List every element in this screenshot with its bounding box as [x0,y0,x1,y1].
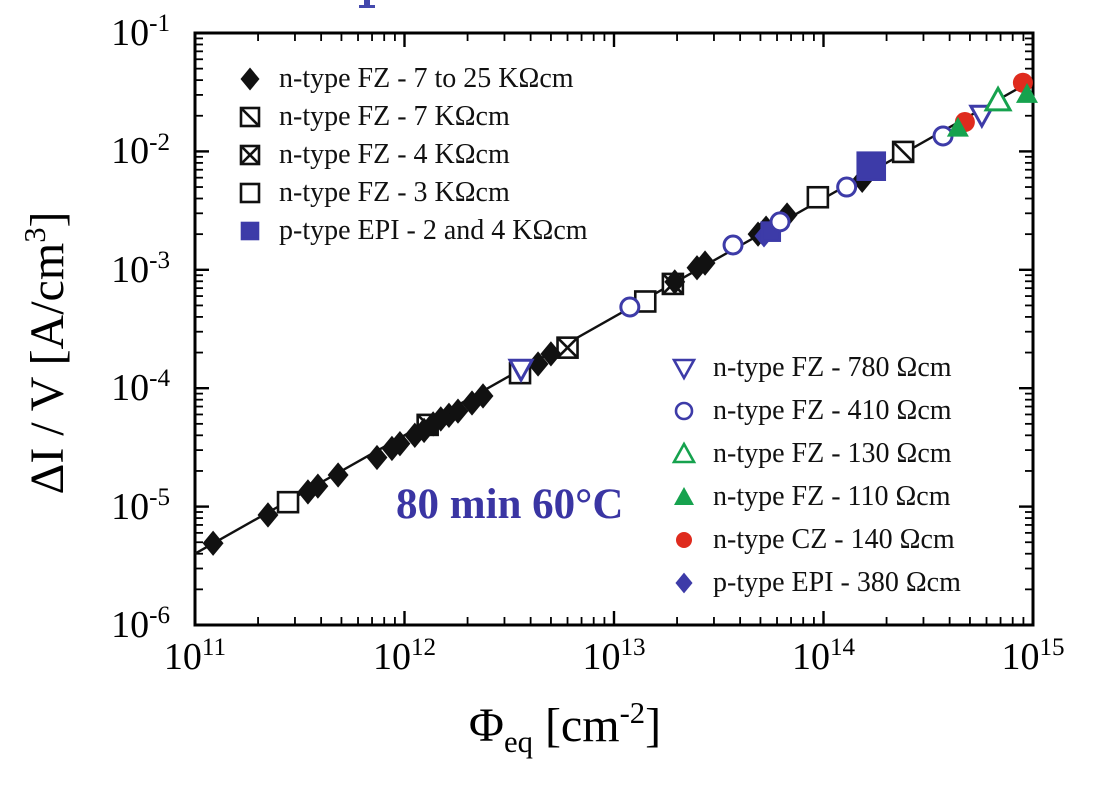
legend-row: n-type FZ - 7 KΩcm [236,98,588,136]
clipped-title-fragment [358,0,376,8]
series-n-type-fz-4-k-cm [556,272,685,359]
legend-row: p-type EPI - 2 and 4 KΩcm [236,212,588,250]
legend-row: n-type FZ - 780 Ωcm [670,346,961,389]
legend-row: n-type FZ - 3 KΩcm [236,174,588,212]
legend-top: n-type FZ - 7 to 25 KΩcm n-type FZ - 7 KΩ… [236,60,588,250]
open-up-triangle-icon [671,440,697,463]
open-down-triangle-icon [671,358,697,381]
legend-label: n-type CZ - 140 Ωcm [713,523,955,555]
open-square-icon [239,182,261,204]
legend-label: p-type EPI - 380 Ωcm [713,566,961,598]
legend-bottom: n-type FZ - 780 Ωcm n-type FZ - 410 Ωcm n-… [670,346,961,604]
square-diagonal-icon [239,106,261,128]
filled-square-icon [240,221,260,241]
x-axis-title-unit: [cm [532,699,620,752]
clipped-title-stem [364,0,370,6]
legend-row: n-type FZ - 410 Ωcm [670,389,961,432]
y-axis-title-text: ΔI / V [A/cm [21,242,74,495]
legend-row: n-type FZ - 4 KΩcm [236,136,588,174]
phi-symbol: Φ [468,699,504,752]
legend-label: n-type FZ - 7 to 25 KΩcm [279,63,574,94]
filled-diamond-icon [240,67,260,91]
legend-label: p-type EPI - 2 and 4 KΩcm [279,215,588,246]
y-tick-label-1e-1: 10-1 [111,10,170,54]
y-tick-label-1e-6: 10-6 [111,602,170,646]
x-axis-title: Φeq [cm-2] [365,695,765,759]
legend-row: n-type FZ - 7 to 25 KΩcm [236,60,588,98]
filled-circle-icon [676,531,692,548]
x-axis-title-bracket: ] [645,699,662,752]
filled-diamond-icon [675,572,693,593]
x-tick-label-1e11: 1011 [163,634,227,678]
x-tick-label-1e12: 1012 [372,634,437,678]
clipped-title-serif [359,5,375,8]
x-axis-title-subscript: eq [503,724,533,759]
legend-label: n-type FZ - 780 Ωcm [713,351,952,383]
y-tick-label-1e-2: 10-2 [111,128,170,173]
x-tick-label-1e14: 1014 [791,634,856,678]
legend-label: n-type FZ - 4 KΩcm [279,139,510,170]
legend-label: n-type FZ - 3 KΩcm [279,177,510,208]
series-n-type-fz-130-cm [983,85,1013,112]
x-tick-label-1e13: 1013 [582,634,646,678]
y-axis-title: ΔI / V [A/cm3] [17,53,79,653]
annealing-annotation: 80 min 60°C [396,481,624,528]
legend-label: n-type FZ - 130 Ωcm [713,437,952,469]
y-axis-title-bracket: ] [21,211,74,228]
legend-row: n-type FZ - 130 Ωcm [670,432,961,475]
y-tick-label-1e-5: 10-5 [111,483,170,528]
legend-row: n-type CZ - 140 Ωcm [670,518,961,561]
y-tick-label-1e-3: 10-3 [111,247,170,291]
y-tick-label-1e-4: 10-4 [111,365,170,410]
legend-label: n-type FZ - 7 KΩcm [279,101,510,132]
series-n-type-fz-110-cm [946,83,1038,137]
series-n-type-fz-7-to-25-k-cm [202,167,873,556]
legend-label: n-type FZ - 410 Ωcm [713,394,952,426]
plot-frame [193,31,1035,627]
legend-row: p-type EPI - 380 Ωcm [670,561,961,604]
open-circle-icon [674,401,694,420]
legend-label: n-type FZ - 110 Ωcm [713,480,951,512]
x-tick-label-1e15: 1015 [1001,634,1065,678]
square-cross-icon [239,144,261,166]
legend-row: n-type FZ - 110 Ωcm [670,475,961,518]
x-axis-title-exponent: -2 [619,695,646,730]
filled-up-triangle-icon [674,486,694,505]
series-p-type-epi-2-and-4-k-cm [760,151,887,242]
y-axis-title-exponent: 3 [17,227,52,243]
